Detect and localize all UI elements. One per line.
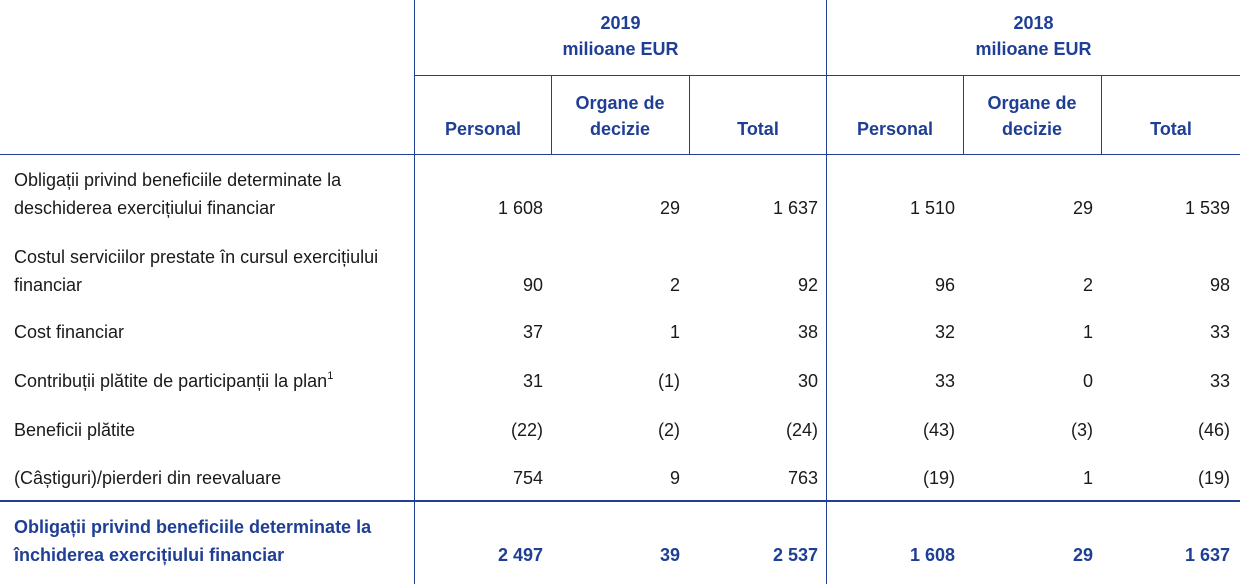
cell-value: (46)	[1197, 420, 1230, 440]
cell-value: 2	[669, 275, 680, 295]
cell-value: 29	[1072, 198, 1093, 218]
table-row: Cost financiar 37 1 38 32 1 33	[0, 318, 1240, 348]
total-value: 1 608	[909, 545, 955, 565]
table-row: Contribuții plătite de participanții la …	[0, 367, 1240, 397]
cell-value: 1	[1082, 322, 1093, 342]
row-label-text: Contribuții plătite de participanții la …	[14, 371, 328, 391]
cell-value: 31	[522, 371, 543, 391]
footnote-marker: 1	[327, 370, 334, 382]
total-value: 1 637	[1184, 545, 1230, 565]
col-header-total-2018: Total	[1150, 119, 1192, 139]
cell-value: 1 510	[909, 198, 955, 218]
cell-value: 30	[797, 371, 818, 391]
cell-value: (24)	[785, 420, 818, 440]
table-row: (Câștiguri)/pierderi din reevaluare 754 …	[0, 464, 1240, 494]
table-row: Costul serviciilor prestate în cursul ex…	[0, 243, 1240, 303]
year-header-2019: 2019 milioane EUR	[415, 10, 826, 70]
cell-value: 2	[1082, 275, 1093, 295]
cell-value: 763	[787, 468, 818, 488]
cell-value: 90	[522, 275, 543, 295]
divider-year-header	[414, 75, 1240, 76]
total-value: 2 497	[497, 545, 543, 565]
cell-value: 754	[512, 468, 543, 488]
total-label: Obligații privind beneficiile determinat…	[14, 517, 372, 565]
cell-value: (19)	[1197, 468, 1230, 488]
divider-header-bottom	[0, 154, 1240, 155]
cell-value: 1 608	[497, 198, 543, 218]
col-header-organe-2019: Organe de decizie	[575, 93, 665, 139]
divider-label-column	[414, 0, 415, 584]
col-header-personal-2018: Personal	[856, 119, 934, 139]
cell-value: (1)	[658, 371, 680, 391]
cell-value: 0	[1082, 371, 1093, 391]
cell-value: 33	[1209, 371, 1230, 391]
cell-value: 96	[934, 275, 955, 295]
row-label: (Câștiguri)/pierderi din reevaluare	[14, 468, 282, 488]
row-label: Cost financiar	[14, 322, 125, 342]
row-label: Obligații privind beneficiile determinat…	[14, 170, 342, 218]
row-label: Costul serviciilor prestate în cursul ex…	[14, 247, 379, 295]
cell-value: 32	[934, 322, 955, 342]
cell-value: (3)	[1071, 420, 1093, 440]
divider-2018-organe	[1101, 75, 1102, 154]
cell-value: 33	[934, 371, 955, 391]
cell-value: 1 539	[1184, 198, 1230, 218]
divider-2018-personal	[963, 75, 964, 154]
cell-value: (19)	[922, 468, 955, 488]
cell-value: 29	[659, 198, 680, 218]
cell-value: 1	[669, 322, 680, 342]
row-label: Beneficii plătite	[14, 420, 136, 440]
unit-label: milioane EUR	[562, 39, 679, 59]
table-row: Beneficii plătite (22) (2) (24) (43) (3)…	[0, 416, 1240, 446]
cell-value: 9	[669, 468, 680, 488]
cell-value: 33	[1209, 322, 1230, 342]
cell-value: 37	[522, 322, 543, 342]
cell-value: 38	[797, 322, 818, 342]
divider-year-columns	[826, 0, 827, 584]
unit-label: milioane EUR	[975, 39, 1092, 59]
divider-2019-personal	[551, 75, 552, 154]
col-header-total-2019: Total	[737, 119, 779, 139]
year-label: 2018	[1013, 13, 1054, 33]
year-header-2018: 2018 milioane EUR	[827, 10, 1240, 70]
col-header-personal-2019: Personal	[444, 119, 522, 139]
divider-total-top	[0, 500, 1240, 502]
cell-value: 1	[1082, 468, 1093, 488]
row-label: Contribuții plătite de participanții la …	[14, 367, 409, 395]
total-value: 2 537	[772, 545, 818, 565]
cell-value: 98	[1209, 275, 1230, 295]
cell-value: 1 637	[772, 198, 818, 218]
divider-2019-organe	[689, 75, 690, 154]
total-value: 39	[659, 545, 680, 565]
cell-value: (43)	[922, 420, 955, 440]
total-value: 29	[1072, 545, 1093, 565]
cell-value: (2)	[658, 420, 680, 440]
cell-value: (22)	[510, 420, 543, 440]
table-row: Obligații privind beneficiile determinat…	[0, 166, 1240, 226]
col-header-organe-2018: Organe de decizie	[987, 93, 1077, 139]
year-label: 2019	[600, 13, 641, 33]
cell-value: 92	[797, 275, 818, 295]
total-row: Obligații privind beneficiile determinat…	[0, 513, 1240, 573]
